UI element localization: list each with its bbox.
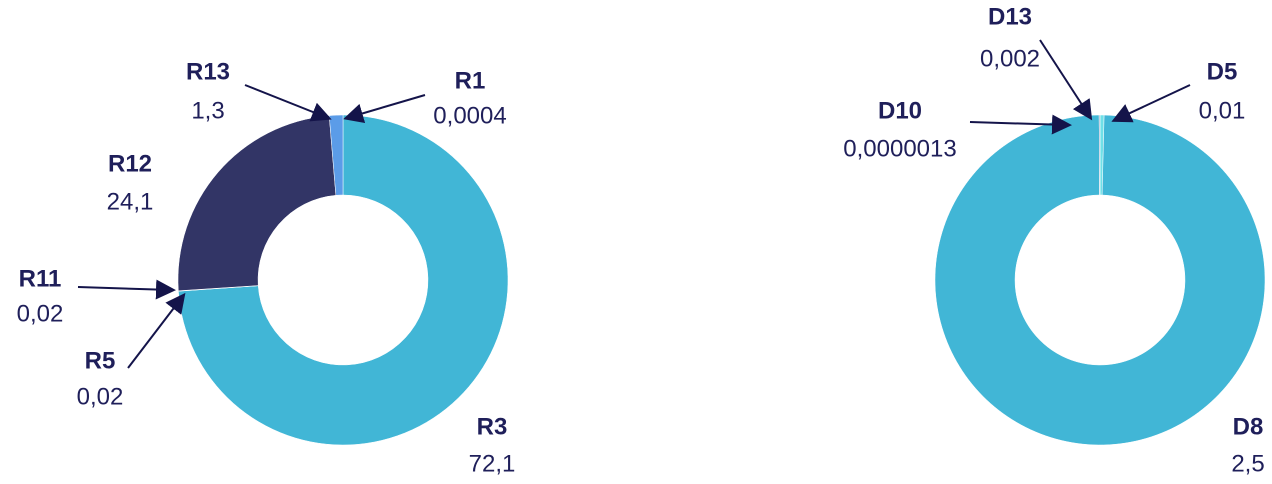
leader-arrow [1115, 85, 1190, 120]
leader-arrow [245, 85, 328, 118]
donut-slice [178, 116, 336, 291]
slice-value: 0,01 [1199, 97, 1246, 124]
slice-value: 0,002 [980, 45, 1040, 72]
donut-slice [1099, 115, 1100, 195]
slice-name: D13 [988, 3, 1032, 30]
slice-name: R11 [19, 265, 62, 292]
slice-name: R5 [85, 347, 116, 374]
slice-name: D5 [1207, 58, 1238, 85]
slice-name: D8 [1233, 413, 1264, 440]
slice-value: 0,0000013 [843, 135, 956, 162]
leader-arrow [128, 296, 183, 368]
slice-value: 0,0004 [433, 102, 506, 129]
leader-arrow [78, 287, 172, 290]
slice-name: R13 [186, 58, 230, 85]
slice-name: R1 [455, 67, 486, 94]
slice-value: 0,02 [77, 383, 124, 410]
slice-value: 24,1 [107, 188, 154, 215]
slice-name: R3 [477, 413, 508, 440]
slice-name: R12 [108, 150, 152, 177]
slice-value: 0,02 [17, 300, 64, 327]
slice-value: 72,1 [469, 450, 516, 477]
slice-value: 1,3 [191, 97, 224, 124]
slice-name: D10 [878, 97, 922, 124]
leader-arrow [1040, 40, 1090, 117]
leader-arrow [347, 95, 425, 118]
slice-value: 2,5 [1231, 450, 1264, 477]
